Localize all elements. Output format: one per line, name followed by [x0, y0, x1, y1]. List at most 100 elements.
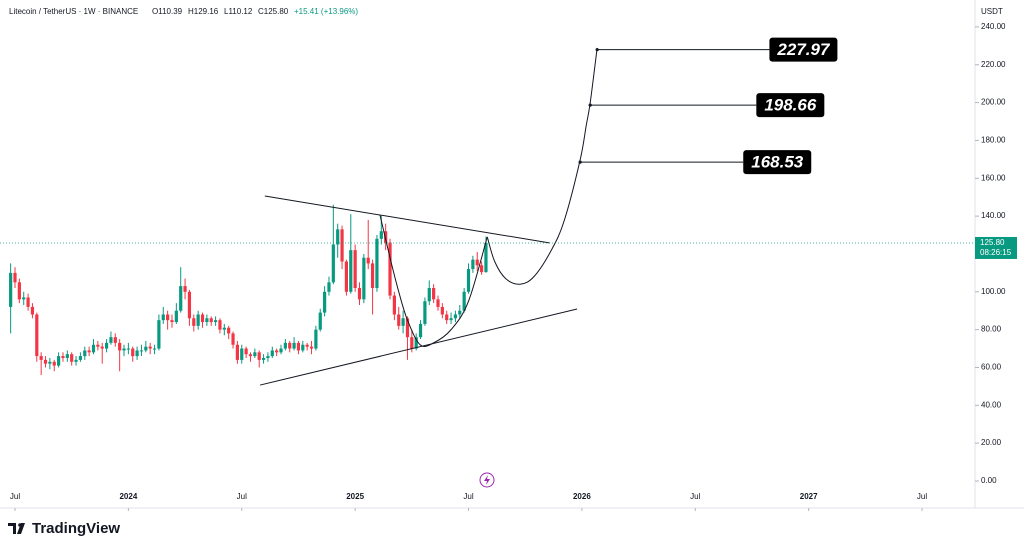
candle-body	[314, 329, 318, 349]
trendline	[264, 195, 551, 244]
candle-body	[292, 342, 296, 349]
candle-body	[35, 314, 39, 357]
candle-body	[283, 342, 287, 349]
candle-body	[344, 261, 349, 292]
target-label: 227.97	[776, 40, 831, 59]
target-dot	[588, 103, 592, 107]
candle-body	[118, 342, 122, 351]
candle-body	[157, 320, 161, 349]
candle-body	[192, 318, 196, 326]
candle-body	[96, 344, 100, 347]
target-label: 168.53	[751, 153, 804, 172]
candle-body	[340, 229, 344, 262]
candle-body	[174, 310, 178, 323]
candle-body	[384, 231, 388, 243]
candle-body	[13, 272, 17, 283]
candle-body	[323, 291, 327, 313]
candle-body	[39, 356, 43, 360]
y-tick-label: 60.00	[981, 363, 1002, 372]
candle-body	[466, 269, 471, 292]
change: +15.41 (+13.96%)	[294, 7, 358, 16]
ohlc-high: H129.16	[188, 7, 219, 16]
candle-body	[331, 244, 335, 283]
candle-body	[388, 242, 392, 296]
brand: TradingView	[8, 520, 120, 537]
candle-body	[17, 282, 21, 300]
candle-body	[57, 356, 61, 366]
candle-body	[288, 342, 292, 349]
y-tick-label: 160.00	[981, 173, 1006, 182]
candle-body	[309, 346, 314, 349]
candle-body	[427, 288, 431, 302]
candle-body	[296, 342, 301, 351]
y-tick-label: 0.00	[981, 476, 997, 485]
y-tick-label: 140.00	[981, 211, 1006, 220]
x-tick-label: Jul	[10, 492, 20, 501]
candle-body	[183, 286, 187, 292]
candle-body	[453, 314, 458, 319]
candle-body	[213, 320, 218, 323]
ohlc-close: C125.80	[258, 7, 289, 16]
candle-body	[22, 297, 26, 300]
candle-body	[366, 257, 370, 264]
candle-body	[91, 344, 96, 353]
y-tick-label: 100.00	[981, 287, 1006, 296]
candle-body	[436, 299, 440, 307]
candle-body	[52, 361, 56, 366]
x-tick-label: Jul	[917, 492, 927, 501]
candle-body	[131, 348, 135, 357]
y-tick-label: 80.00	[981, 325, 1002, 334]
y-tick-label: 180.00	[981, 136, 1006, 145]
candle-body	[305, 344, 309, 347]
target-dot	[595, 48, 599, 52]
candle-body	[196, 314, 200, 326]
candle-body	[484, 242, 488, 273]
brand-logo-dot	[18, 523, 22, 527]
last-price-box	[975, 236, 1017, 259]
candle-body	[104, 342, 109, 349]
candle-body	[152, 348, 157, 350]
candle-body	[166, 314, 170, 321]
candle-body	[462, 291, 466, 311]
candle-body	[244, 348, 248, 355]
candle-body	[126, 348, 130, 350]
candle-body	[449, 318, 453, 321]
lightning-icon[interactable]	[479, 472, 495, 488]
candle-body	[318, 312, 322, 330]
candle-body	[161, 314, 165, 321]
candle-body	[362, 257, 366, 300]
candle-body	[336, 229, 340, 245]
projection-curve	[379, 214, 488, 347]
candle-body	[148, 346, 152, 349]
candle-body	[218, 320, 222, 330]
candle-body	[353, 250, 357, 288]
candle-body	[240, 348, 244, 360]
candle-body	[30, 306, 35, 315]
candle-body	[266, 356, 270, 358]
candle-body	[205, 318, 209, 323]
ohlc-open: O110.39	[152, 7, 183, 16]
candle-body	[74, 359, 78, 362]
candle-body	[26, 297, 30, 307]
candle-body	[270, 350, 274, 357]
candle-body	[432, 288, 436, 300]
candle-body	[301, 344, 305, 351]
x-tick-label: 2025	[346, 492, 364, 501]
candle-body	[78, 356, 83, 360]
candle-body	[440, 306, 444, 315]
ohlc-low: L110.12	[224, 7, 253, 16]
candle-body	[405, 318, 410, 338]
target-label: 198.66	[764, 96, 817, 115]
icon-ring	[479, 472, 495, 488]
x-tick-label: Jul	[690, 492, 700, 501]
trendline	[259, 308, 578, 386]
candle-body	[475, 259, 479, 266]
target-box	[769, 37, 838, 62]
x-tick-label: 2027	[800, 492, 818, 501]
x-tick-label: 2026	[573, 492, 591, 501]
candle-body	[61, 356, 65, 358]
last-price-label: 125.80	[980, 238, 1005, 247]
